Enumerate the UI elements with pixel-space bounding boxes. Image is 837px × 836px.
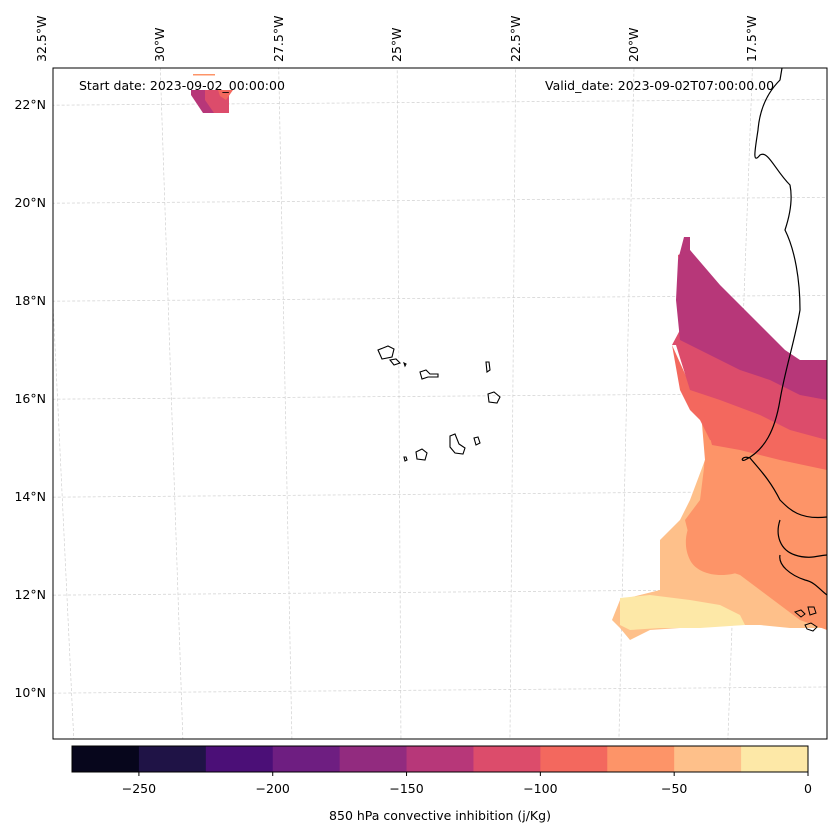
latitude-tick-label: 12°N [14,587,46,603]
longitude-tick-label: 27.5°W [270,15,286,62]
colorbar [71,745,809,776]
longitude-tick-label: 17.5°W [744,15,760,62]
cape-verde-island [473,436,481,446]
longitude-tick-label: 22.5°W [507,15,523,62]
meridian-gridline [727,68,753,739]
colorbar-segment [674,746,742,772]
colorbar-frame [71,745,809,773]
colorbar-tick-label: −100 [523,781,558,796]
longitude-tick-label: 25°W [389,27,405,62]
cape-verde-island [388,358,402,366]
colorbar-label: 850 hPa convective inhibition (j/Kg) [329,808,551,823]
cin-region-detail [700,400,827,470]
longitude-tick-label: 20°W [626,27,642,62]
colorbar-tick-label: 0 [804,781,812,796]
colorbar-segment [540,746,608,772]
colorbar-tick-label: −150 [389,781,424,796]
colorbar-segment [741,746,809,772]
meridian-gridline [159,68,184,739]
cin-region-detail [685,460,827,575]
cape-verde-island [403,456,408,462]
cape-verde-island [487,391,501,404]
meridian-gridline [278,68,293,739]
cape-verde-island [485,361,491,373]
colorbar-tick-label: −50 [660,781,688,796]
latitude-tick-label: 18°N [14,293,46,309]
cape-verde-island [419,369,439,380]
bissagos-islands [793,606,818,632]
latitude-tick-label: 10°N [14,685,46,701]
parallel-gridline [53,99,827,106]
longitude-tick-label: 32.5°W [33,15,49,62]
latitude-tick-label: 22°N [14,97,46,113]
colorbar-segment [406,746,474,772]
colorbar-segment [72,746,140,772]
meridian-gridline [509,68,516,739]
meridian-gridline [618,68,635,739]
cape-verde-island [415,448,428,461]
gridlines [53,68,827,739]
africa-coastline [741,68,827,596]
parallel-gridline [53,294,827,302]
cape-verde-island [377,345,395,360]
cape-verde-island [403,361,407,368]
latitude-tick-label: 16°N [14,391,46,407]
colorbar-tick-label: −200 [255,781,290,796]
parallel-gridline [53,686,827,694]
longitude-tick-label: 30°W [152,27,168,62]
valid-date-label: Valid_date: 2023-09-02T07:00:00.00 [545,78,775,93]
latitude-tick-label: 20°N [14,195,46,211]
coastlines [377,68,827,632]
colorbar-segment [473,746,541,772]
start-date-label: Start date: 2023-09-02_00:00:00 [79,78,285,93]
cin-region-northwest-patch-edge [218,90,233,100]
colorbar-segment [607,746,675,772]
colorbar-segment [272,746,341,772]
cape-verde-island [449,433,466,455]
colorbar-tick-label: −250 [121,781,157,796]
parallel-gridline [53,197,827,204]
meridian-gridline [396,68,402,739]
cin-region-southern-strip [620,595,745,630]
colorbar-segment [339,746,408,772]
cin-region-detail [193,74,215,76]
map-frame [52,67,828,740]
latitude-tick-label: 14°N [14,489,46,505]
parallel-gridline [53,588,827,596]
colorbar-segment [138,746,207,772]
colorbar-segment [205,746,274,772]
cin-field [191,74,827,640]
meridian-gridline [53,296,75,739]
